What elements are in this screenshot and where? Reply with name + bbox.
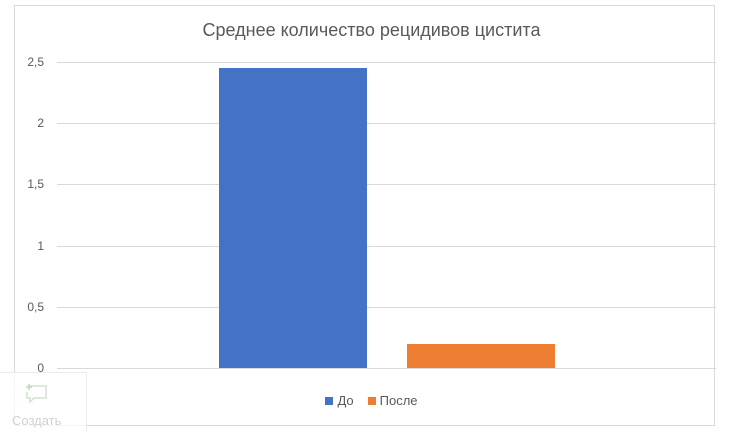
axis-baseline (57, 368, 716, 369)
bar-do (219, 68, 367, 368)
y-tick-label: 0 (37, 361, 44, 375)
create-comment-button[interactable]: Создать (0, 372, 87, 432)
bar-posle (407, 343, 555, 368)
create-label: Создать (12, 413, 62, 428)
y-tick-label: 0,5 (27, 300, 44, 314)
legend-swatch-orange (367, 396, 376, 405)
y-tick-label: 1 (37, 239, 44, 253)
legend-swatch-blue (325, 396, 334, 405)
legend-item-posle: После (367, 393, 418, 408)
add-comment-icon (26, 384, 47, 404)
chart-legend: До После (0, 393, 743, 408)
gridline-1-5 (57, 184, 716, 185)
gridline-2-5 (57, 62, 716, 63)
chart-title: Среднее количество рецидивов цистита (202, 20, 541, 40)
legend-label: После (379, 393, 418, 408)
legend-item-do: До (325, 393, 354, 408)
gridline-1 (57, 246, 716, 247)
y-tick-label: 2,5 (27, 55, 44, 69)
y-tick-label: 2 (37, 116, 44, 130)
gridline-2 (57, 123, 716, 124)
y-tick-label: 1,5 (27, 177, 44, 191)
gridline-0-5 (57, 307, 716, 308)
legend-label: До (337, 393, 354, 408)
